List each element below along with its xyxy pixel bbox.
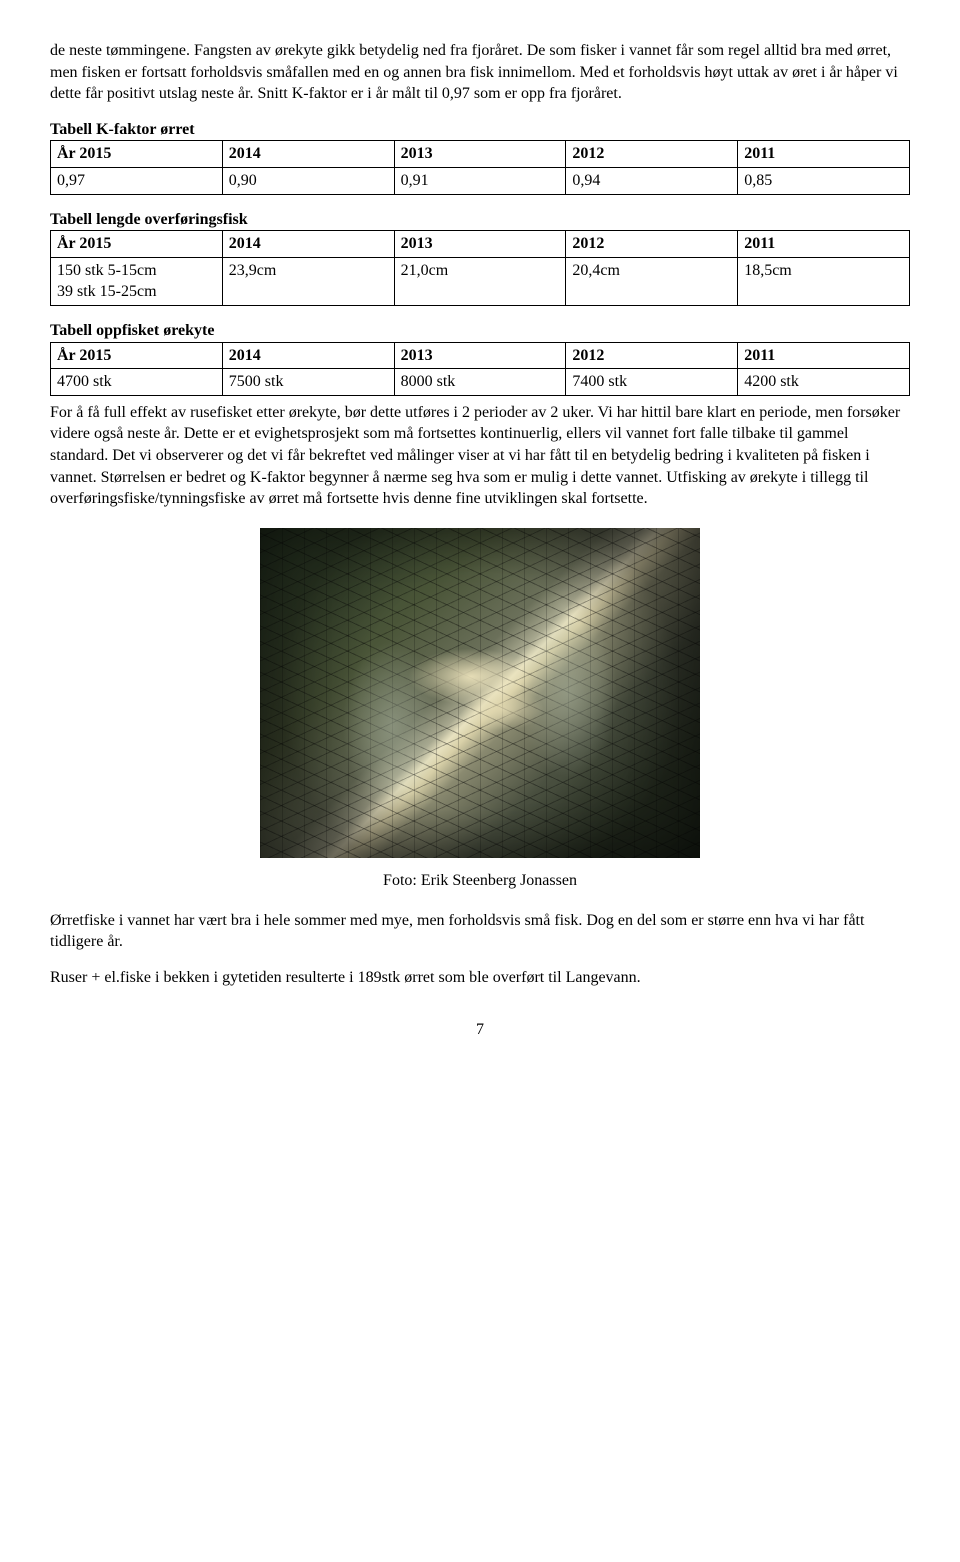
paragraph-3: Ørretfiske i vannet har vært bra i hele … bbox=[50, 910, 910, 953]
table2-c1: 23,9cm bbox=[222, 257, 394, 305]
table2-h1: 2014 bbox=[222, 231, 394, 258]
table3-c1: 7500 stk bbox=[222, 369, 394, 396]
table1-c0: 0,97 bbox=[51, 167, 223, 194]
table3-c2: 8000 stk bbox=[394, 369, 566, 396]
table3-h2: 2013 bbox=[394, 342, 566, 369]
table1-h1: 2014 bbox=[222, 141, 394, 168]
table2-h3: 2012 bbox=[566, 231, 738, 258]
table1-h3: 2012 bbox=[566, 141, 738, 168]
table-lengde: År 2015 2014 2013 2012 2011 150 stk 5-15… bbox=[50, 230, 910, 306]
paragraph-4: Ruser + el.fiske i bekken i gytetiden re… bbox=[50, 967, 910, 989]
table2-c2: 21,0cm bbox=[394, 257, 566, 305]
table-oppfisket: År 2015 2014 2013 2012 2011 4700 stk 750… bbox=[50, 342, 910, 396]
paragraph-1: de neste tømmingene. Fangsten av ørekyte… bbox=[50, 40, 910, 105]
fish-photo bbox=[260, 528, 700, 858]
table2-c0: 150 stk 5-15cm 39 stk 15-25cm bbox=[51, 257, 223, 305]
table3-h4: 2011 bbox=[738, 342, 910, 369]
table2-c4: 18,5cm bbox=[738, 257, 910, 305]
photo-caption: Foto: Erik Steenberg Jonassen bbox=[50, 870, 910, 892]
table1-c2: 0,91 bbox=[394, 167, 566, 194]
table1-c3: 0,94 bbox=[566, 167, 738, 194]
table1-c4: 0,85 bbox=[738, 167, 910, 194]
table2-h2: 2013 bbox=[394, 231, 566, 258]
table2-title: Tabell lengde overføringsfisk bbox=[50, 209, 910, 231]
table3-h1: 2014 bbox=[222, 342, 394, 369]
table1-c1: 0,90 bbox=[222, 167, 394, 194]
table2-h0: År 2015 bbox=[51, 231, 223, 258]
table1-h4: 2011 bbox=[738, 141, 910, 168]
table1-h0: År 2015 bbox=[51, 141, 223, 168]
table-kfaktor: År 2015 2014 2013 2012 2011 0,97 0,90 0,… bbox=[50, 140, 910, 194]
table3-h3: 2012 bbox=[566, 342, 738, 369]
table3-c4: 4200 stk bbox=[738, 369, 910, 396]
table3-c3: 7400 stk bbox=[566, 369, 738, 396]
table2-c3: 20,4cm bbox=[566, 257, 738, 305]
table3-title: Tabell oppfisket ørekyte bbox=[50, 320, 910, 342]
paragraph-2: For å få full effekt av rusefisket etter… bbox=[50, 402, 910, 510]
table1-h2: 2013 bbox=[394, 141, 566, 168]
page-number: 7 bbox=[50, 1019, 910, 1041]
table1-title: Tabell K-faktor ørret bbox=[50, 119, 910, 141]
table3-h0: År 2015 bbox=[51, 342, 223, 369]
table2-h4: 2011 bbox=[738, 231, 910, 258]
table3-c0: 4700 stk bbox=[51, 369, 223, 396]
